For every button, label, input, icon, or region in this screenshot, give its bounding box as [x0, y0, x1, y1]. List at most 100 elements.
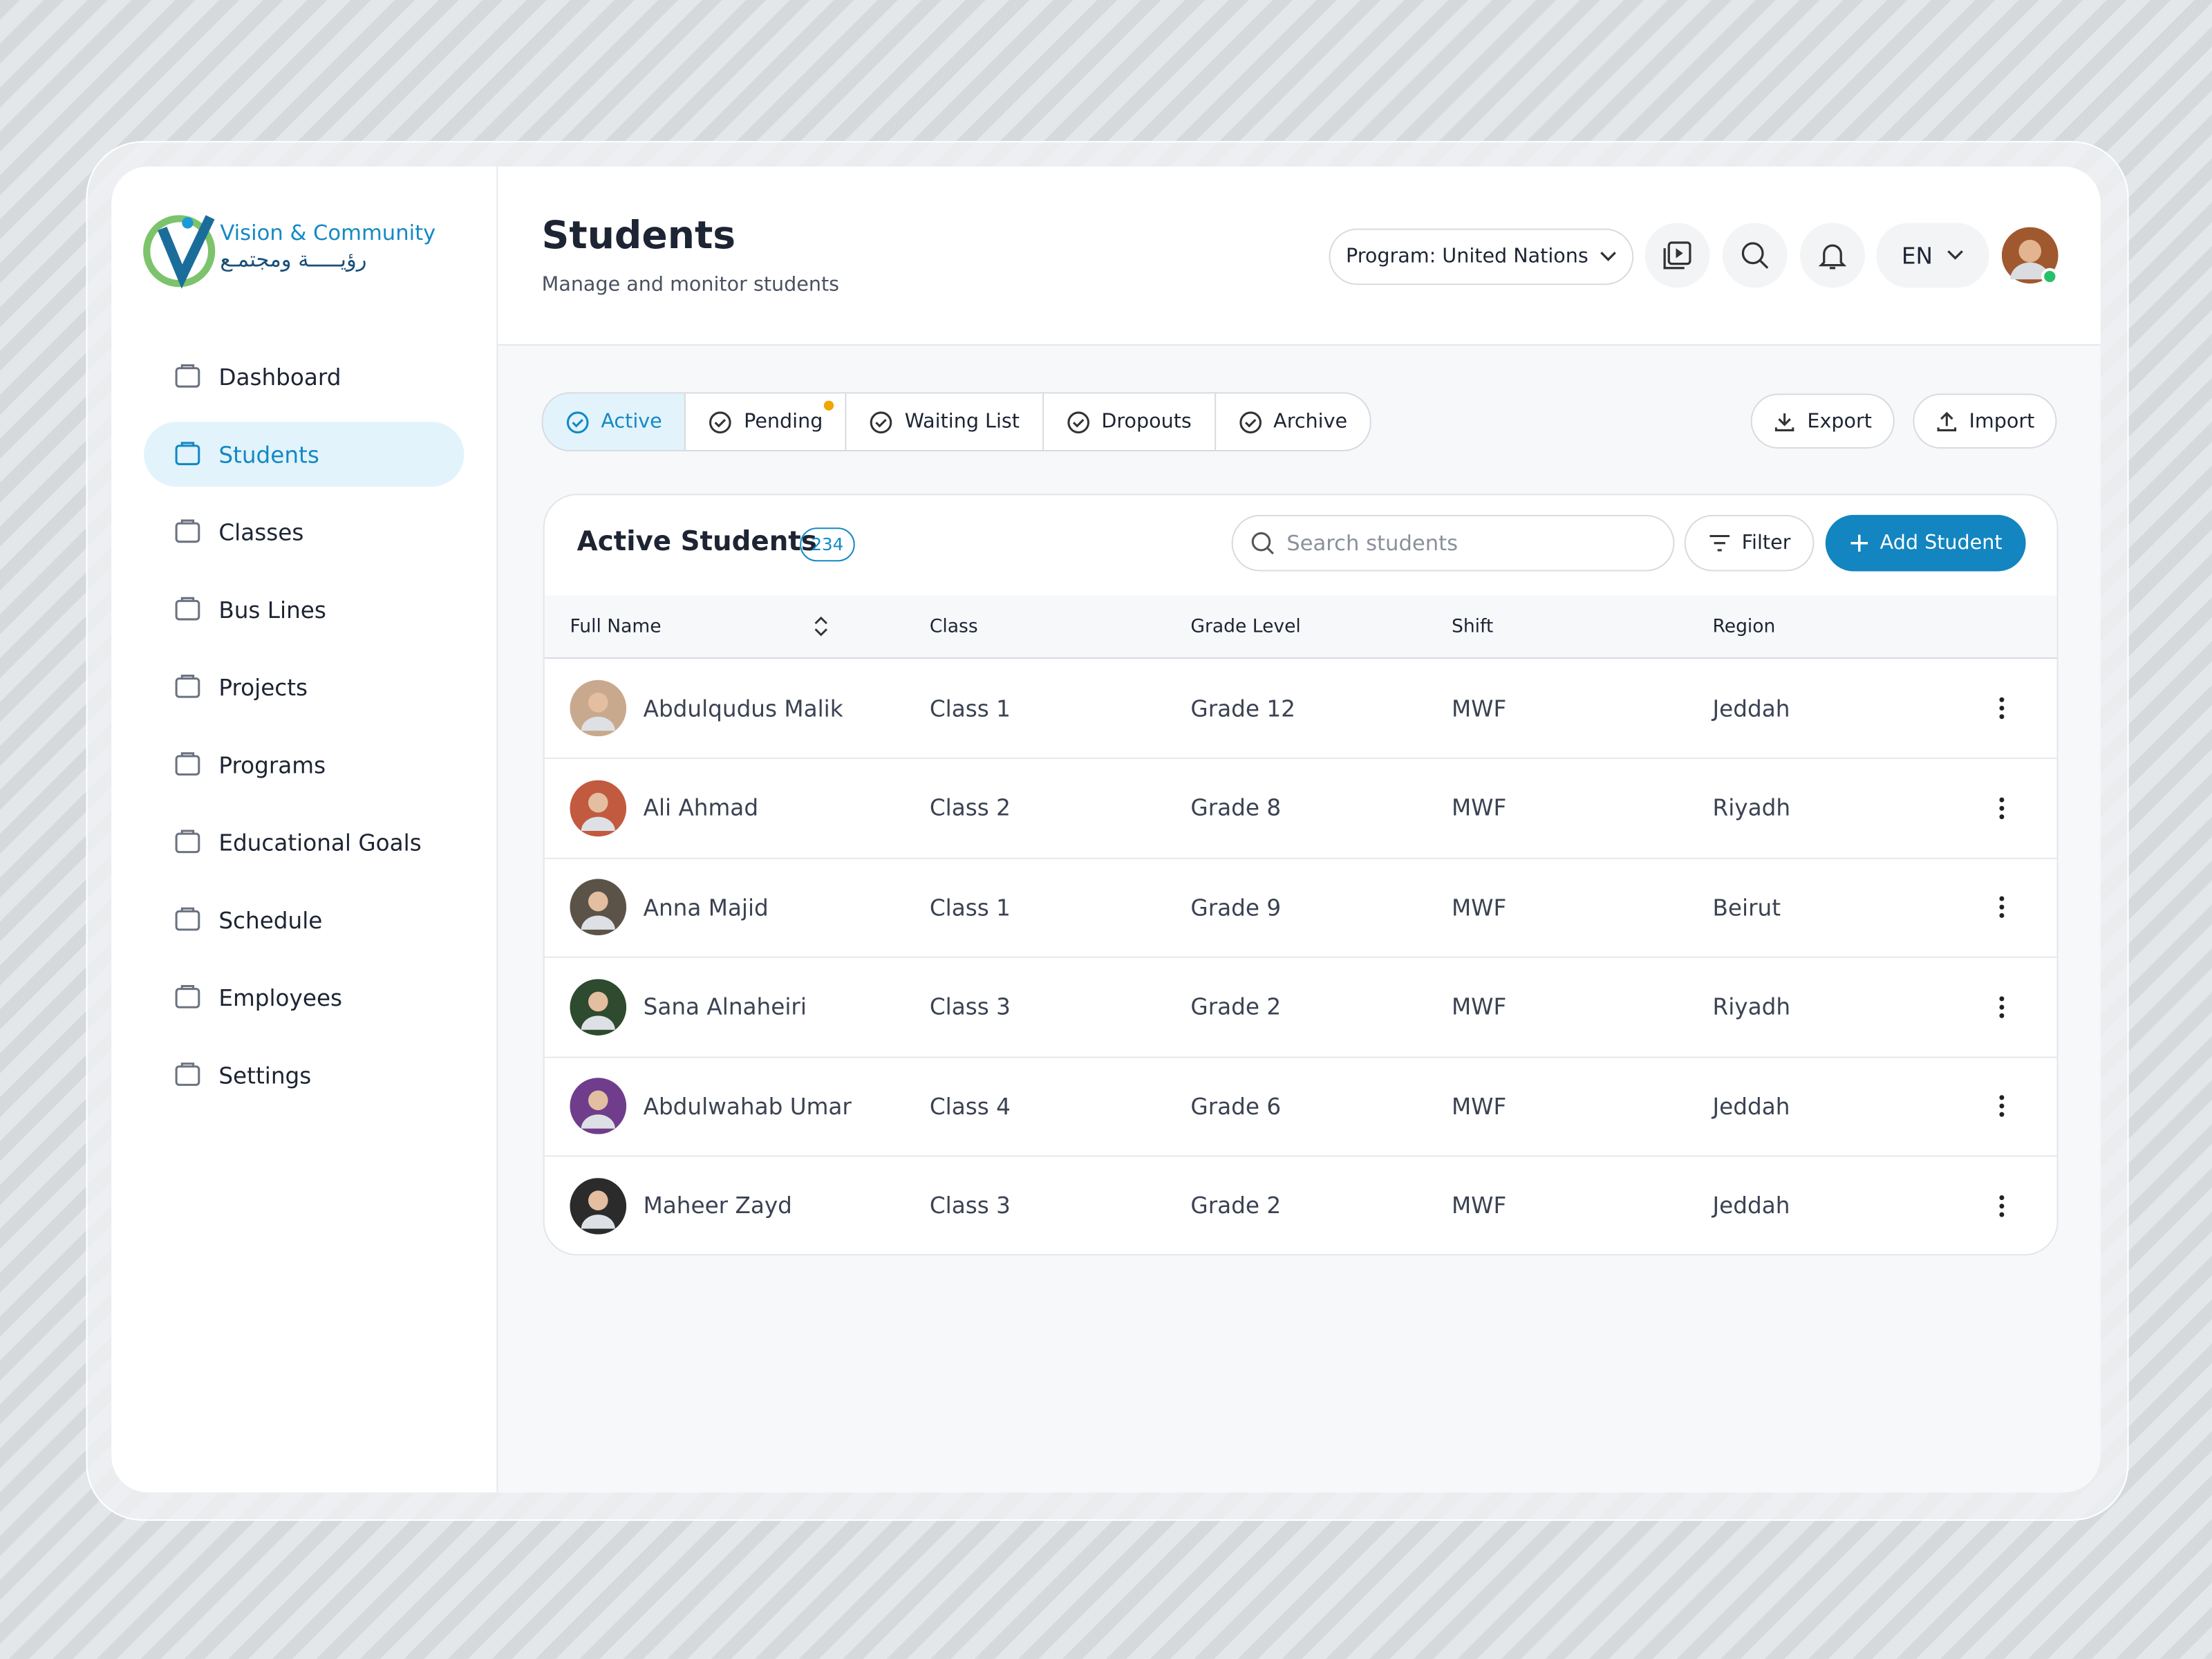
cell-text: MWF: [1451, 1192, 1507, 1219]
table-cell: MWF: [1452, 858, 1506, 957]
count-badge: 234: [800, 527, 855, 562]
filter-label: Filter: [1741, 532, 1791, 555]
cell-text: Class 4: [929, 1092, 1011, 1120]
table-cell: Class 2: [930, 758, 1011, 857]
nav-label: Settings: [218, 1061, 312, 1089]
student-avatar: [570, 1078, 627, 1134]
tab[interactable]: Archive: [1216, 393, 1370, 450]
table-cell: Class 1: [930, 858, 1011, 957]
page-title: Students: [541, 214, 736, 259]
table-cell: Beirut: [1713, 858, 1781, 957]
table-cell: Grade 8: [1190, 758, 1281, 857]
program-select[interactable]: Program: United Nations: [1329, 228, 1634, 285]
icon: [175, 597, 200, 621]
cell-text: Jeddah: [1712, 1192, 1790, 1219]
cell-text: Grade 2: [1190, 1192, 1282, 1219]
column-label: Class: [929, 615, 978, 637]
nav-item[interactable]: Programs: [144, 732, 464, 797]
cell-text: Grade 2: [1190, 993, 1282, 1020]
cell-text: MWF: [1451, 993, 1507, 1020]
add-student-button[interactable]: Add Student: [1825, 514, 2026, 572]
table-row: Ali Ahmad Class 2 Grade 8 MWF Riyadh: [544, 758, 2057, 859]
column-header[interactable]: Full Name: [570, 595, 827, 657]
icon: [870, 411, 892, 433]
notifications-button[interactable]: [1800, 223, 1865, 288]
nav-label: Employees: [218, 984, 343, 1011]
nav-item[interactable]: Educational Goals: [144, 809, 464, 874]
nav-item[interactable]: Settings: [144, 1042, 464, 1107]
search-button[interactable]: [1722, 223, 1788, 288]
table-row: Sana Alnaheiri Class 3 Grade 2 MWF Riyadh: [544, 957, 2057, 1058]
nav-label: Projects: [218, 673, 308, 701]
nav-item[interactable]: Bus Lines: [144, 577, 464, 642]
icon: [1239, 411, 1262, 433]
tab[interactable]: Dropouts: [1044, 393, 1216, 451]
nav-label: Dashboard: [218, 363, 341, 391]
cell-text: MWF: [1451, 695, 1507, 722]
filter-button[interactable]: Filter: [1684, 514, 1815, 572]
table-cell: Maheer Zayd: [570, 1156, 792, 1254]
table-cell: Jeddah: [1713, 1057, 1790, 1156]
table-cell: Jeddah: [1712, 1156, 1790, 1254]
table-header: Full Name Class Grade Level Shift Region: [544, 595, 2057, 659]
cell-text: Class 3: [929, 1192, 1011, 1219]
cell-text: Riyadh: [1712, 794, 1791, 821]
nav-label: Educational Goals: [218, 828, 422, 856]
table-cell: Riyadh: [1713, 758, 1791, 857]
cell-text: Class 2: [929, 794, 1011, 821]
student-avatar: [570, 679, 627, 737]
tab[interactable]: Pending: [686, 393, 847, 451]
search-input[interactable]: Search students: [1231, 514, 1675, 572]
export-label: Export: [1807, 409, 1872, 433]
column-header: Shift: [1452, 595, 1493, 657]
row-menu[interactable]: [1998, 758, 2006, 857]
row-menu[interactable]: [1998, 659, 2006, 758]
table-cell: Class 4: [930, 1057, 1011, 1156]
row-menu[interactable]: [1998, 957, 2006, 1056]
row-menu[interactable]: [1998, 1057, 2006, 1156]
cell-text: Sana Alnaheiri: [643, 993, 807, 1020]
table-cell: Anna Majid: [570, 858, 769, 957]
column-header: Class: [930, 595, 978, 657]
nav-item[interactable]: Dashboard: [144, 344, 464, 409]
row-menu[interactable]: [1998, 1156, 2006, 1254]
user-avatar[interactable]: [2001, 226, 2064, 288]
tab[interactable]: Active: [543, 393, 686, 451]
icon: [1067, 411, 1089, 433]
language-select[interactable]: EN: [1876, 223, 1989, 288]
cell-text: Ali Ahmad: [643, 794, 759, 821]
nav-label: Programs: [218, 751, 326, 778]
cell-text: MWF: [1451, 794, 1507, 821]
table-cell: Sana Alnaheiri: [570, 957, 807, 1056]
table-row: Anna Majid Class 1 Grade 9 MWF Beirut: [544, 858, 2057, 958]
export-button[interactable]: Export: [1750, 393, 1895, 449]
student-avatar: [570, 879, 627, 936]
row-menu[interactable]: [1998, 858, 2006, 957]
nav-item[interactable]: Employees: [144, 965, 464, 1030]
icon: [566, 411, 589, 433]
nav-label: Classes: [218, 518, 304, 545]
table-cell: Grade 9: [1190, 858, 1281, 957]
media-button[interactable]: [1644, 223, 1710, 288]
app-window: Vision & Community رؤيـــــة ومجتمـع Das…: [111, 166, 2101, 1493]
logo: [143, 215, 216, 289]
table-cell: Grade 2: [1190, 957, 1281, 1056]
tab-label: Dropouts: [1101, 410, 1192, 433]
import-button[interactable]: Import: [1913, 393, 2057, 449]
cell-text: Anna Majid: [643, 893, 769, 921]
table-cell: Class 1: [930, 659, 1011, 758]
icon: [175, 364, 200, 388]
cell-text: Jeddah: [1712, 695, 1790, 722]
table-cell: Class 3: [930, 957, 1011, 1056]
nav-item[interactable]: Students: [144, 422, 465, 487]
nav-label: Bus Lines: [218, 596, 326, 624]
nav-item[interactable]: Classes: [144, 499, 464, 564]
table-title: Active Students: [577, 526, 817, 558]
nav-item[interactable]: Projects: [144, 655, 464, 720]
cell-text: Grade 9: [1190, 893, 1282, 921]
nav-item[interactable]: Schedule: [144, 888, 464, 953]
sort-icon: [814, 616, 827, 637]
tab[interactable]: Waiting List: [847, 393, 1044, 451]
cell-text: Class 3: [929, 993, 1011, 1020]
